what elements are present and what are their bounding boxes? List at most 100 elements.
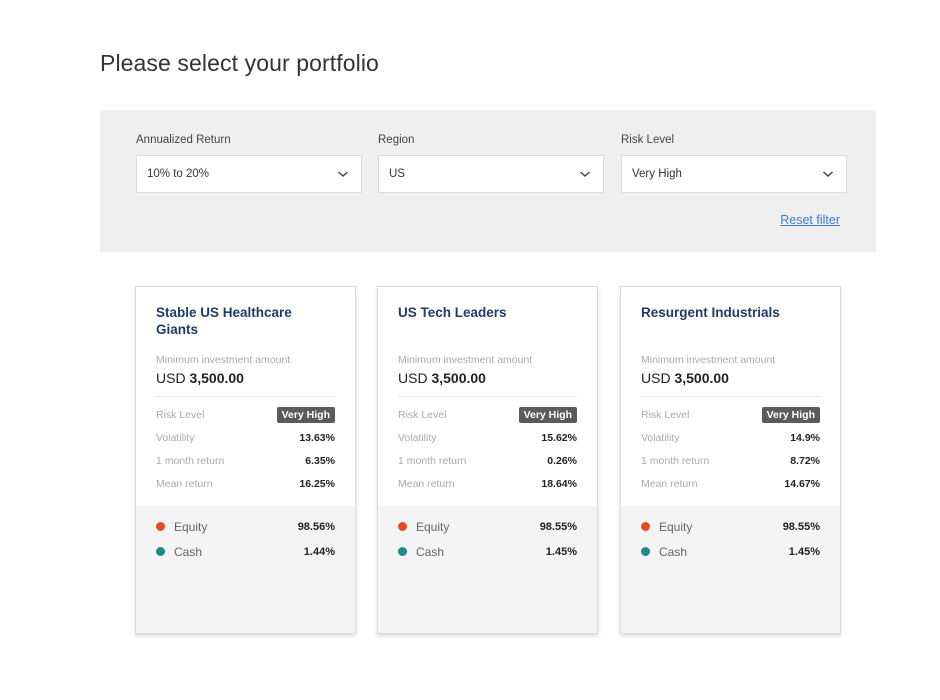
- metric-value: 18.64%: [541, 477, 577, 490]
- card-summary: US Tech Leaders Minimum investment amoun…: [378, 287, 597, 506]
- metric-label: 1 month return: [398, 454, 467, 467]
- alloc-label: Cash: [416, 544, 445, 559]
- alloc-value: 98.55%: [539, 520, 577, 533]
- annualized-return-label: Annualized Return: [136, 134, 231, 146]
- cash-dot-icon: [398, 547, 407, 556]
- reset-filter-link[interactable]: Reset filter: [780, 213, 840, 227]
- metric-label: Risk Level: [156, 408, 205, 421]
- portfolio-name[interactable]: US Tech Leaders: [398, 305, 507, 320]
- metrics-list: Risk Level Very High Volatility 13.63% 1…: [156, 403, 335, 495]
- metric-value: 8.72%: [790, 454, 820, 467]
- cash-row: Cash 1.45%: [398, 539, 577, 564]
- metric-value: 13.63%: [299, 431, 335, 444]
- one-month-return-row: 1 month return 6.35%: [156, 449, 335, 472]
- risk-level-row: Risk Level Very High: [398, 403, 577, 426]
- portfolio-name[interactable]: Resurgent Industrials: [641, 305, 780, 320]
- alloc-value: 1.45%: [788, 545, 820, 558]
- equity-dot-icon: [641, 522, 650, 531]
- metric-value: 15.62%: [541, 431, 577, 444]
- alloc-value: 1.45%: [545, 545, 577, 558]
- min-investment-label: Minimum investment amount: [156, 354, 291, 366]
- volatility-row: Volatility 15.62%: [398, 426, 577, 449]
- metric-label: Mean return: [398, 477, 455, 490]
- metric-label: Mean return: [641, 477, 698, 490]
- currency: USD: [156, 370, 186, 386]
- metric-label: Risk Level: [641, 408, 690, 421]
- min-investment-amount: USD 3,500.00: [398, 370, 577, 397]
- metric-label: Volatility: [398, 431, 437, 444]
- chevron-down-icon: [822, 170, 834, 178]
- metric-value: 16.25%: [299, 477, 335, 490]
- risk-badge: Very High: [276, 406, 335, 423]
- portfolio-name[interactable]: Stable US Healthcare Giants: [156, 305, 292, 337]
- equity-row: Equity 98.56%: [156, 514, 335, 539]
- equity-dot-icon: [398, 522, 407, 531]
- allocation-list: Equity 98.55% Cash 1.45%: [621, 506, 840, 564]
- equity-row: Equity 98.55%: [398, 514, 577, 539]
- portfolio-card[interactable]: Resurgent Industrials Minimum investment…: [620, 286, 841, 634]
- chevron-down-icon: [579, 170, 591, 178]
- volatility-row: Volatility 14.9%: [641, 426, 820, 449]
- alloc-value: 1.44%: [303, 545, 335, 558]
- currency: USD: [398, 370, 428, 386]
- allocation-list: Equity 98.56% Cash 1.44%: [136, 506, 355, 564]
- region-label: Region: [378, 134, 415, 146]
- amount: 3,500.00: [431, 370, 486, 386]
- cash-row: Cash 1.45%: [641, 539, 820, 564]
- metric-value: 14.9%: [790, 431, 820, 444]
- allocation-list: Equity 98.55% Cash 1.45%: [378, 506, 597, 564]
- min-investment-amount: USD 3,500.00: [641, 370, 820, 397]
- metric-label: Volatility: [641, 431, 680, 444]
- one-month-return-row: 1 month return 0.26%: [398, 449, 577, 472]
- risk-level-row: Risk Level Very High: [641, 403, 820, 426]
- region-filter: Region US: [378, 134, 604, 193]
- portfolio-card[interactable]: US Tech Leaders Minimum investment amoun…: [377, 286, 598, 634]
- risk-level-filter: Risk Level Very High: [621, 134, 847, 193]
- metrics-list: Risk Level Very High Volatility 15.62% 1…: [398, 403, 577, 495]
- page-title: Please select your portfolio: [100, 50, 379, 76]
- min-investment-label: Minimum investment amount: [641, 354, 776, 366]
- annualized-return-select[interactable]: 10% to 20%: [136, 155, 362, 193]
- mean-return-row: Mean return 14.67%: [641, 472, 820, 495]
- portfolio-card[interactable]: Stable US Healthcare Giants Minimum inve…: [135, 286, 356, 634]
- metric-value: 0.26%: [547, 454, 577, 467]
- alloc-label: Equity: [659, 519, 693, 534]
- region-select[interactable]: US: [378, 155, 604, 193]
- metric-value: 14.67%: [784, 477, 820, 490]
- volatility-row: Volatility 13.63%: [156, 426, 335, 449]
- risk-badge: Very High: [761, 406, 820, 423]
- risk-level-label: Risk Level: [621, 134, 675, 146]
- equity-row: Equity 98.55%: [641, 514, 820, 539]
- metric-label: Risk Level: [398, 408, 447, 421]
- mean-return-row: Mean return 16.25%: [156, 472, 335, 495]
- filter-panel: Annualized Return 10% to 20% Region US R…: [100, 110, 876, 252]
- risk-level-row: Risk Level Very High: [156, 403, 335, 426]
- metric-label: Mean return: [156, 477, 213, 490]
- cash-dot-icon: [641, 547, 650, 556]
- mean-return-row: Mean return 18.64%: [398, 472, 577, 495]
- currency: USD: [641, 370, 671, 386]
- region-value: US: [389, 168, 405, 180]
- one-month-return-row: 1 month return 8.72%: [641, 449, 820, 472]
- amount: 3,500.00: [674, 370, 729, 386]
- annualized-return-value: 10% to 20%: [147, 168, 210, 180]
- amount: 3,500.00: [189, 370, 244, 386]
- min-investment-label: Minimum investment amount: [398, 354, 533, 366]
- card-summary: Stable US Healthcare Giants Minimum inve…: [136, 287, 355, 506]
- metric-label: 1 month return: [641, 454, 710, 467]
- equity-dot-icon: [156, 522, 165, 531]
- risk-level-select[interactable]: Very High: [621, 155, 847, 193]
- alloc-label: Equity: [174, 519, 208, 534]
- alloc-value: 98.55%: [782, 520, 820, 533]
- chevron-down-icon: [337, 170, 349, 178]
- cash-row: Cash 1.44%: [156, 539, 335, 564]
- alloc-label: Cash: [174, 544, 203, 559]
- cash-dot-icon: [156, 547, 165, 556]
- metric-label: 1 month return: [156, 454, 225, 467]
- metrics-list: Risk Level Very High Volatility 14.9% 1 …: [641, 403, 820, 495]
- risk-level-value: Very High: [632, 168, 682, 180]
- card-summary: Resurgent Industrials Minimum investment…: [621, 287, 840, 506]
- alloc-label: Cash: [659, 544, 688, 559]
- risk-badge: Very High: [518, 406, 577, 423]
- min-investment-amount: USD 3,500.00: [156, 370, 335, 397]
